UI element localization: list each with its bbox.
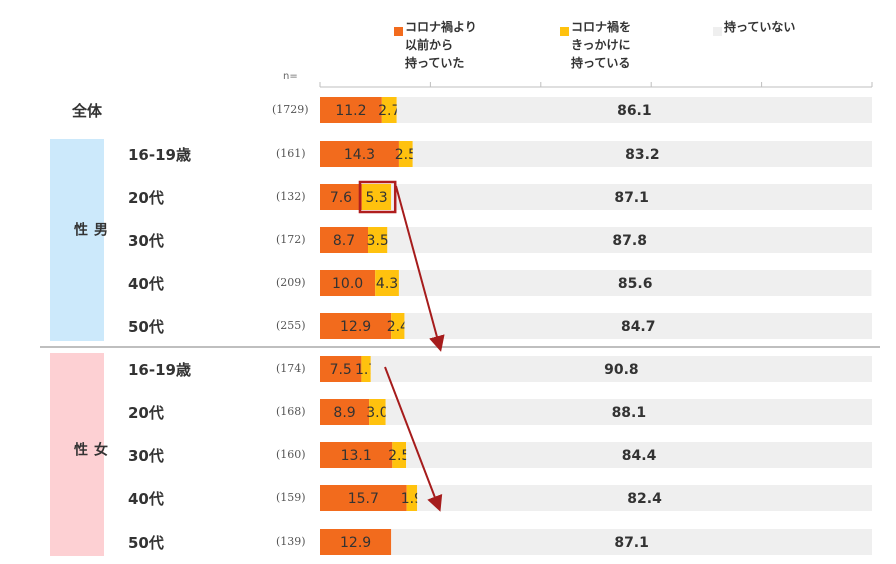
bar-label-row1-seg0: 14.3 <box>344 147 375 163</box>
bar-label-row5-seg1: 2.4 <box>387 319 409 335</box>
bar-row0-seg1 <box>381 97 397 123</box>
row-n-value: (209) <box>276 276 306 289</box>
bar-row3-seg2 <box>387 227 872 253</box>
bar-label-row8-seg0: 13.1 <box>341 448 372 464</box>
bar-row8-seg2 <box>406 442 872 468</box>
bar-label-row8-seg2: 84.4 <box>622 448 657 464</box>
bar-row1-seg0 <box>320 141 399 167</box>
bar-label-row1-seg2: 83.2 <box>625 147 660 163</box>
bar-row6-seg1 <box>361 356 371 382</box>
bar-label-row7-seg0: 8.9 <box>333 405 355 421</box>
row-n-value: (1729) <box>272 103 309 116</box>
row-label: 40代 <box>128 275 164 293</box>
bar-label-row0-seg0: 11.2 <box>335 103 366 119</box>
bar-row2-seg1 <box>361 184 392 210</box>
group-label-male: 男 性 <box>72 222 108 238</box>
legend-label-before-covid: コロナ禍より 以前から 持っていた <box>405 20 477 70</box>
bar-row8-seg0 <box>320 442 393 468</box>
bar-row5-seg2 <box>404 313 872 339</box>
bar-label-row8-seg1: 2.5 <box>388 448 410 464</box>
row-n-value: (172) <box>276 233 306 246</box>
bar-row6-seg2 <box>370 356 872 382</box>
bar-label-row0-seg1: 2.7 <box>378 103 400 119</box>
n-label: n= <box>283 71 298 82</box>
row-n-value: (168) <box>276 405 306 418</box>
bar-label-row10-seg0: 12.9 <box>340 535 371 551</box>
row-label: 40代 <box>128 490 164 508</box>
group-label-female: 女 性 <box>72 442 108 458</box>
bar-label-row5-seg0: 12.9 <box>340 319 371 335</box>
bar-label-row9-seg0: 15.7 <box>348 491 379 507</box>
row-label: 30代 <box>128 232 164 250</box>
bar-label-row1-seg1: 2.5 <box>395 147 417 163</box>
highlight-box <box>358 180 397 214</box>
bar-row7-seg2 <box>385 399 872 425</box>
row-label: 30代 <box>128 447 164 465</box>
row-n-value: (174) <box>276 362 306 375</box>
bar-row2-seg0 <box>320 184 362 210</box>
bar-row1-seg1 <box>398 141 413 167</box>
row-n-value: (159) <box>276 491 306 504</box>
bar-row9-seg0 <box>320 485 407 511</box>
row-n-value: (139) <box>276 535 306 548</box>
trend-arrow-male <box>395 185 445 352</box>
bar-row10-seg0 <box>320 529 392 555</box>
bar-row5-seg1 <box>391 313 405 339</box>
bar-row7-seg0 <box>320 399 370 425</box>
bar-label-row2-seg0: 7.6 <box>330 190 352 206</box>
bar-label-row3-seg2: 87.8 <box>612 233 647 249</box>
group-box-male <box>50 139 104 341</box>
row-label: 16-19歳 <box>128 146 191 164</box>
bar-row4-seg0 <box>320 270 376 296</box>
bar-label-row7-seg2: 88.1 <box>612 405 647 421</box>
bar-label-row10-seg2: 87.1 <box>614 535 649 551</box>
bar-label-row2-seg2: 87.1 <box>614 190 649 206</box>
bar-label-row5-seg2: 84.7 <box>621 319 656 335</box>
group-box-female <box>50 353 104 556</box>
legend-swatch-not-owned <box>713 27 722 36</box>
bar-label-row7-seg1: 3.0 <box>366 405 388 421</box>
bar-label-row4-seg2: 85.6 <box>618 276 653 292</box>
row-label: 20代 <box>128 404 164 422</box>
bar-row1-seg2 <box>412 141 872 167</box>
row-label: 20代 <box>128 189 164 207</box>
trend-arrow-female <box>384 366 443 512</box>
bar-row9-seg1 <box>406 485 418 511</box>
legend-swatch-since-covid <box>560 27 569 36</box>
bar-row7-seg1 <box>369 399 386 425</box>
bar-label-row6-seg0: 7.5 <box>330 362 352 378</box>
bar-row10-seg2 <box>391 529 872 555</box>
bar-row0-seg2 <box>396 97 872 123</box>
bar-label-row9-seg2: 82.4 <box>627 491 662 507</box>
bar-row3-seg0 <box>320 227 369 253</box>
row-n-value: (255) <box>276 319 306 332</box>
row-label: 50代 <box>128 318 164 336</box>
row-label: 50代 <box>128 534 164 552</box>
row-label: 16-19歳 <box>128 361 191 379</box>
bar-label-row6-seg2: 90.8 <box>604 362 639 378</box>
bar-label-row3-seg1: 3.5 <box>367 233 389 249</box>
bar-row8-seg1 <box>392 442 407 468</box>
bar-row3-seg1 <box>368 227 388 253</box>
bar-label-row4-seg1: 4.3 <box>376 276 398 292</box>
bar-row4-seg1 <box>375 270 399 296</box>
bar-row9-seg2 <box>417 485 872 511</box>
bar-row4-seg2 <box>398 270 872 296</box>
legend-swatch-before-covid <box>394 27 403 36</box>
row-label: 全体 <box>72 102 103 120</box>
bar-label-row2-seg1: 5.3 <box>365 190 387 206</box>
bar-row0-seg0 <box>320 97 382 123</box>
bar-row5-seg0 <box>320 313 392 339</box>
bar-label-row0-seg2: 86.1 <box>617 103 652 119</box>
bar-row2-seg2 <box>391 184 872 210</box>
bar-row6-seg0 <box>320 356 362 382</box>
bar-label-row3-seg0: 8.7 <box>333 233 355 249</box>
legend-label-not-owned: 持っていない <box>724 20 796 34</box>
row-n-value: (132) <box>276 190 306 203</box>
bar-label-row4-seg0: 10.0 <box>332 276 363 292</box>
row-n-value: (161) <box>276 147 306 160</box>
row-n-value: (160) <box>276 448 306 461</box>
legend-label-since-covid: コロナ禍を きっかけに 持っている <box>571 20 632 70</box>
